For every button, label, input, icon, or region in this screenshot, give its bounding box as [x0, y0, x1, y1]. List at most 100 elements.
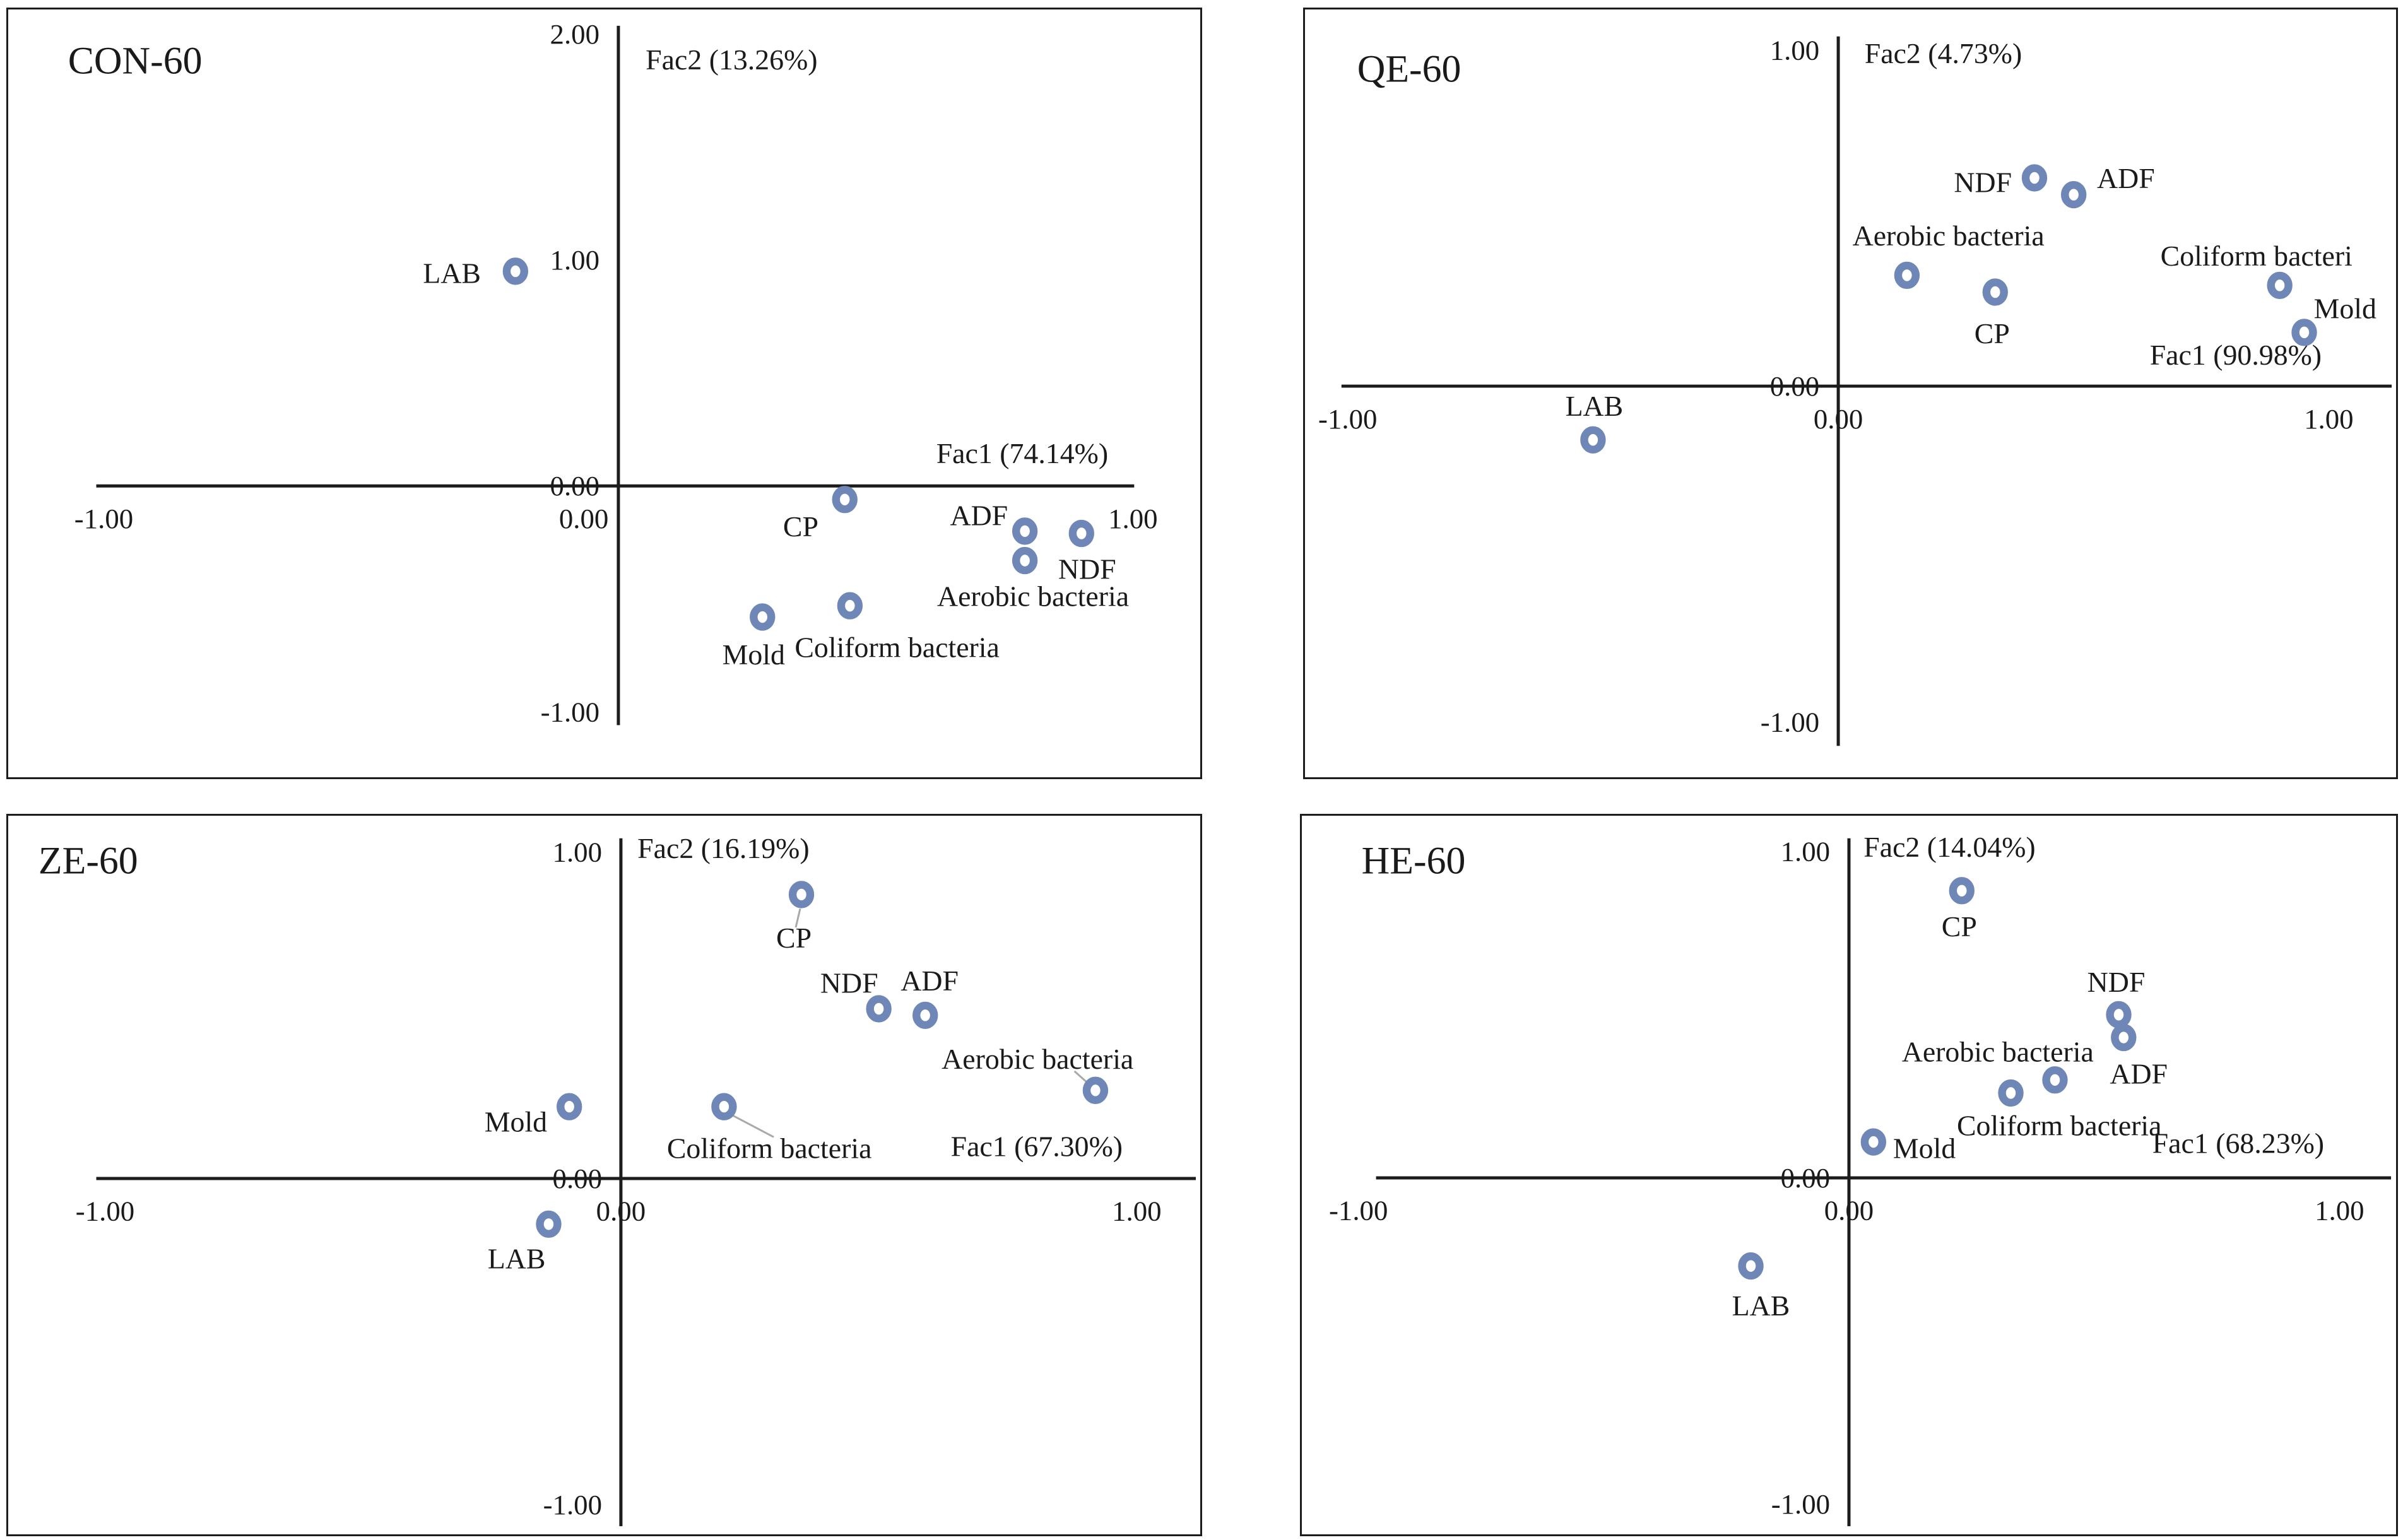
panel-con-60: CON-60 Fac2 (13.26%) Fac1 (74.14%) -1.00…: [6, 8, 1202, 779]
panel-title: HE-60: [1362, 840, 1466, 883]
scatter-plot-he-60: HE-60 Fac2 (14.04%) Fac1 (68.23%) -1.00 0…: [1329, 831, 2392, 1527]
y-tick-label-1-00: 1.00: [1770, 35, 1819, 66]
y-tick-label--1-00: -1.00: [541, 697, 599, 728]
data-point-coliform-bacteri: [2267, 271, 2293, 299]
data-point-aerobic-bacteria: [1082, 1076, 1109, 1104]
point-label-ndf: NDF: [1058, 553, 1116, 585]
point-label-adf: ADF: [2097, 162, 2155, 194]
data-point-coliform-bacteria: [1998, 1079, 2024, 1107]
data-point-aerobic-bacteria: [2042, 1066, 2068, 1094]
point-label-aerobic-bacteria: Aerobic bacteria: [937, 580, 1129, 613]
point-label-lab: LAB: [423, 257, 481, 289]
x-tick-label--1-00: -1.00: [74, 503, 133, 534]
point-label-cp: CP: [783, 510, 818, 543]
data-point-aerobic-bacteria: [1894, 261, 1920, 290]
point-label-mold: Mold: [485, 1106, 547, 1138]
data-point-cp: [832, 486, 858, 514]
data-point-adf: [912, 1001, 938, 1029]
point-label-mold: Mold: [2314, 293, 2376, 325]
point-label-lab: LAB: [488, 1243, 546, 1275]
y-tick-label-1-00: 1.00: [550, 244, 599, 276]
point-label-cp: CP: [776, 922, 812, 954]
y-tick-label-0-00: 0.00: [550, 470, 599, 502]
point-label-coliform-bacteria: Coliform bacteria: [1957, 1110, 2162, 1142]
y-tick-label-1-00: 1.00: [1781, 836, 1830, 867]
y-tick-label-1-00: 1.00: [553, 837, 602, 868]
data-point-ndf: [2106, 1001, 2132, 1028]
scatter-plot-ze-60: ZE-60 Fac2 (16.19%) Fac1 (67.30%) -1.00 0…: [38, 832, 1196, 1527]
data-point-lab: [1580, 426, 1606, 454]
data-point-ndf: [2021, 164, 2048, 192]
point-label-adf: ADF: [2110, 1058, 2168, 1090]
x-axis-title: Fac1 (68.23%): [2152, 1127, 2324, 1160]
point-label-lab: LAB: [1732, 1290, 1790, 1322]
point-label-adf: ADF: [950, 500, 1008, 532]
data-point-aerobic-bacteria: [1012, 546, 1038, 575]
point-label-coliform-bacteri: Coliform bacteri: [2161, 240, 2353, 272]
point-label-aerobic-bacteria: Aerobic bacteria: [942, 1043, 1133, 1075]
point-label-ndf: NDF: [2087, 966, 2146, 998]
y-axis-title: Fac2 (16.19%): [637, 832, 809, 864]
x-tick-label-1-00: 1.00: [2304, 403, 2353, 435]
x-tick-label--1-00: -1.00: [1329, 1195, 1388, 1226]
scatter-plot-con-60: CON-60 Fac2 (13.26%) Fac1 (74.14%) -1.00…: [68, 18, 1158, 728]
data-point-mold: [1860, 1128, 1887, 1156]
data-point-adf: [1012, 517, 1038, 545]
y-tick-label--1-00: -1.00: [543, 1489, 602, 1520]
data-point-cp: [788, 881, 815, 908]
data-point-adf: [2060, 180, 2087, 209]
data-point-cp: [1949, 877, 1975, 905]
data-point-ndf: [1068, 519, 1094, 548]
y-axis-title: Fac2 (14.04%): [1863, 831, 2035, 863]
x-tick-label-0-00: 0.00: [559, 503, 608, 534]
point-label-coliform-bacteria: Coliform bacteria: [667, 1132, 872, 1164]
data-point-mold: [2291, 319, 2317, 346]
y-tick-label--1-00: -1.00: [1771, 1488, 1830, 1520]
x-tick-label--1-00: -1.00: [76, 1196, 134, 1227]
data-point-mold: [750, 603, 776, 631]
x-tick-label-1-00: 1.00: [2315, 1195, 2364, 1226]
x-tick-label-0-00: 0.00: [596, 1196, 646, 1227]
data-point-lab: [502, 257, 529, 285]
point-label-cp: CP: [1942, 910, 1977, 943]
data-point-coliform-bacteria: [837, 592, 863, 620]
point-label-coliform-bacteria: Coliform bacteria: [794, 631, 1000, 663]
y-tick-label-0-00: 0.00: [553, 1163, 602, 1194]
data-point-mold: [556, 1093, 582, 1120]
x-axis-title: Fac1 (67.30%): [951, 1131, 1123, 1163]
panel-title: ZE-60: [38, 840, 138, 883]
data-point-coliform-bacteria: [711, 1093, 737, 1120]
point-label-ndf: NDF: [820, 967, 878, 999]
x-axis-title: Fac1 (90.98%): [2150, 339, 2322, 371]
point-label-ndf: NDF: [1954, 166, 2012, 198]
panel-qe-60: QE-60 Fac2 (4.73%) Fac1 (90.98%) -1.00 0.…: [1303, 8, 2398, 779]
point-label-mold: Mold: [1893, 1132, 1956, 1165]
panel-title: QE-60: [1357, 48, 1461, 91]
point-label-aerobic-bacteria: Aerobic bacteria: [1853, 220, 2045, 252]
x-tick-label--1-00: -1.00: [1318, 403, 1377, 435]
point-label-aerobic-bacteria: Aerobic bacteria: [1902, 1036, 2094, 1068]
point-label-mold: Mold: [723, 638, 785, 671]
point-label-cp: CP: [1975, 317, 2010, 350]
panel-he-60: HE-60 Fac2 (14.04%) Fac1 (68.23%) -1.00 0…: [1300, 814, 2398, 1536]
panel-title: CON-60: [68, 40, 203, 83]
x-tick-label-1-00: 1.00: [1108, 503, 1157, 534]
y-axis-title: Fac2 (4.73%): [1865, 37, 2022, 69]
scatter-plot-qe-60: QE-60 Fac2 (4.73%) Fac1 (90.98%) -1.00 0.…: [1318, 35, 2392, 746]
y-tick-label--1-00: -1.00: [1761, 706, 1819, 738]
point-label-adf: ADF: [900, 965, 959, 997]
x-axis-title: Fac1 (74.14%): [936, 437, 1108, 469]
x-tick-label-0-00: 0.00: [1814, 403, 1863, 435]
data-point-ndf: [866, 995, 892, 1023]
y-tick-label-0-00: 0.00: [1781, 1162, 1830, 1194]
label-leader-line-2: [728, 1112, 774, 1138]
x-tick-label-1-00: 1.00: [1112, 1196, 1161, 1227]
data-point-adf: [2111, 1023, 2137, 1052]
y-axis-title: Fac2 (13.26%): [646, 44, 817, 76]
y-tick-label-2-00: 2.00: [550, 18, 599, 50]
point-label-lab: LAB: [1566, 390, 1624, 422]
x-tick-label-0-00: 0.00: [1824, 1195, 1874, 1226]
y-tick-label-0-00: 0.00: [1770, 370, 1819, 402]
data-point-lab: [536, 1210, 562, 1238]
